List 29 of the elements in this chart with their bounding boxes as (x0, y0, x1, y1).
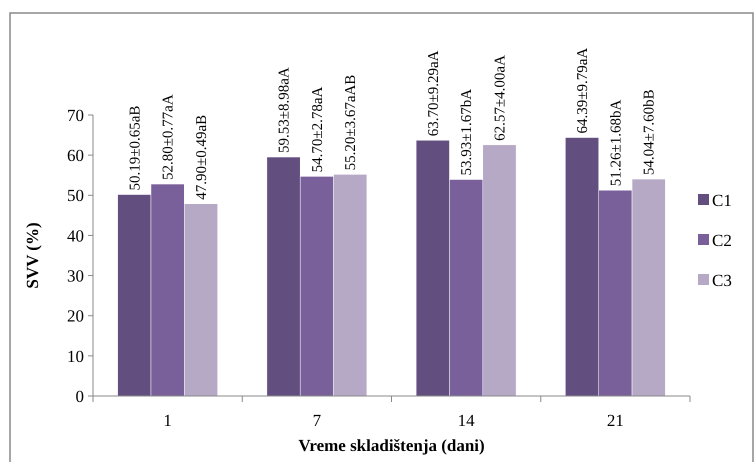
y-tick-label: 70 (67, 106, 84, 125)
data-label: 47.90±0.49aB (194, 114, 210, 200)
x-tick-label: 21 (606, 411, 624, 430)
data-label: 55.20±3.67aAB (343, 74, 360, 170)
y-tick-label: 50 (67, 186, 84, 206)
y-axis-title: SVV (%) (23, 222, 42, 289)
x-tick-label: 7 (312, 411, 322, 430)
data-label: 59.53±8.98aA (276, 67, 293, 154)
data-label: 54.04±7.60bB (642, 89, 658, 176)
y-tick-label: 60 (67, 146, 84, 166)
legend-label: C2 (712, 230, 732, 250)
y-tick-label: 20 (67, 306, 84, 326)
data-label: 50.19±0.65aB (127, 106, 144, 191)
data-label: 52.80±0.77aA (160, 94, 177, 180)
x-tick-label: 14 (458, 411, 476, 430)
data-label: 53.93±1.67bA (459, 88, 476, 176)
x-tick-label: 1 (163, 411, 172, 430)
data-label: 54.70±2.78aA (310, 86, 326, 172)
legend-label: C3 (712, 270, 732, 290)
x-axis-title: Vreme skladištenja (dani) (298, 436, 485, 455)
y-tick-label: 30 (67, 266, 84, 286)
data-label: 64.39±9.79aA (575, 48, 592, 134)
data-label: 62.57±4.00aA (492, 54, 508, 141)
y-tick-label: 10 (67, 346, 84, 366)
data-label: 63.70±9.29aA (426, 50, 442, 136)
y-tick-label: 0 (76, 386, 84, 406)
legend-label: C1 (712, 190, 732, 210)
data-label: 51.26±1.68bA (608, 99, 624, 186)
y-tick-label: 40 (67, 226, 84, 246)
